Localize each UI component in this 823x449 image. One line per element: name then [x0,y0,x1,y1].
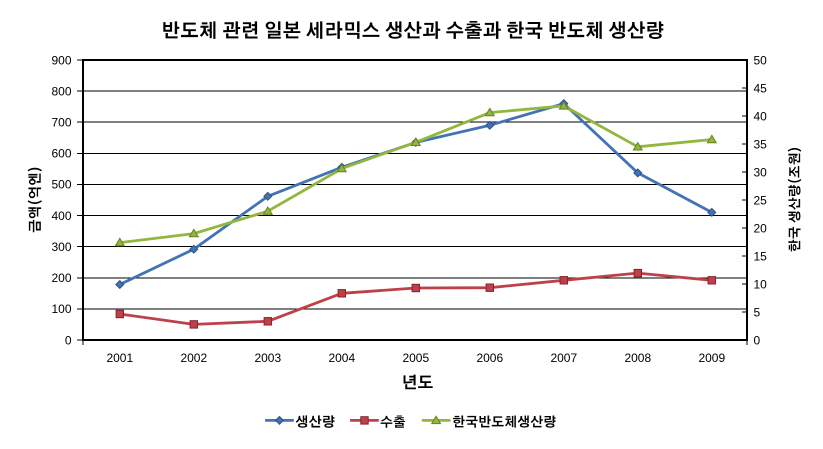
svg-text:500: 500 [51,178,71,192]
svg-text:300: 300 [51,240,71,254]
svg-text:2002: 2002 [180,351,207,365]
svg-text:2009: 2009 [698,351,725,365]
svg-text:100: 100 [51,302,71,316]
svg-text:40: 40 [754,109,768,123]
svg-text:800: 800 [51,84,71,98]
svg-text:30: 30 [754,165,768,179]
svg-text:5: 5 [754,305,761,319]
svg-text:2003: 2003 [254,351,281,365]
svg-text:25: 25 [754,193,768,207]
svg-text:2007: 2007 [550,351,577,365]
svg-text:700: 700 [51,116,71,130]
svg-text:35: 35 [754,137,768,151]
svg-text:900: 900 [51,53,71,67]
svg-text:2001: 2001 [106,351,133,365]
svg-text:2005: 2005 [402,351,429,365]
svg-text:400: 400 [51,209,71,223]
svg-text:15: 15 [754,249,768,263]
svg-text:45: 45 [754,81,768,95]
svg-text:0: 0 [754,333,761,347]
svg-text:20: 20 [754,221,768,235]
svg-text:10: 10 [754,277,768,291]
svg-text:2006: 2006 [476,351,503,365]
svg-text:2008: 2008 [624,351,651,365]
svg-text:0: 0 [65,333,72,347]
svg-text:50: 50 [754,53,768,67]
svg-text:200: 200 [51,271,71,285]
svg-text:600: 600 [51,147,71,161]
svg-text:2004: 2004 [328,351,355,365]
